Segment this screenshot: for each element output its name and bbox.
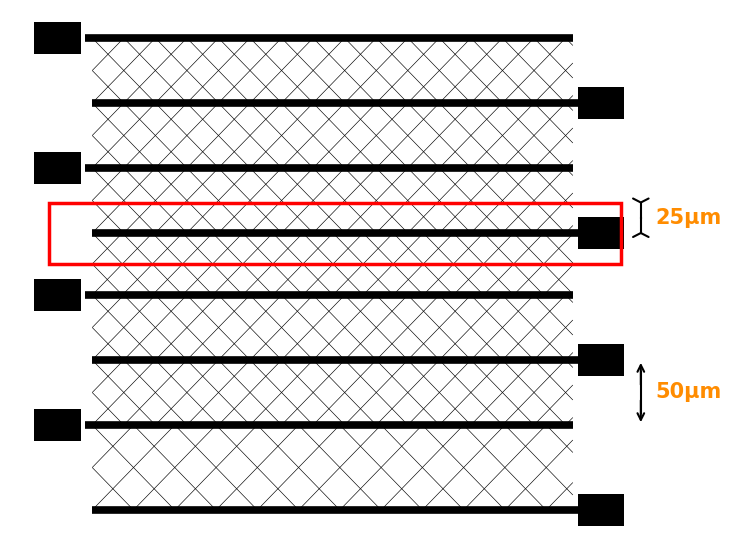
Bar bbox=[578, 87, 625, 119]
Bar bbox=[578, 494, 625, 526]
Bar bbox=[48, 202, 622, 263]
Bar bbox=[34, 152, 81, 184]
Bar bbox=[34, 279, 81, 311]
Bar bbox=[34, 409, 81, 441]
Bar bbox=[578, 344, 625, 376]
Text: 25μm: 25μm bbox=[655, 208, 721, 228]
Text: 50μm: 50μm bbox=[655, 382, 721, 403]
Bar bbox=[578, 217, 625, 249]
Bar bbox=[34, 22, 81, 54]
